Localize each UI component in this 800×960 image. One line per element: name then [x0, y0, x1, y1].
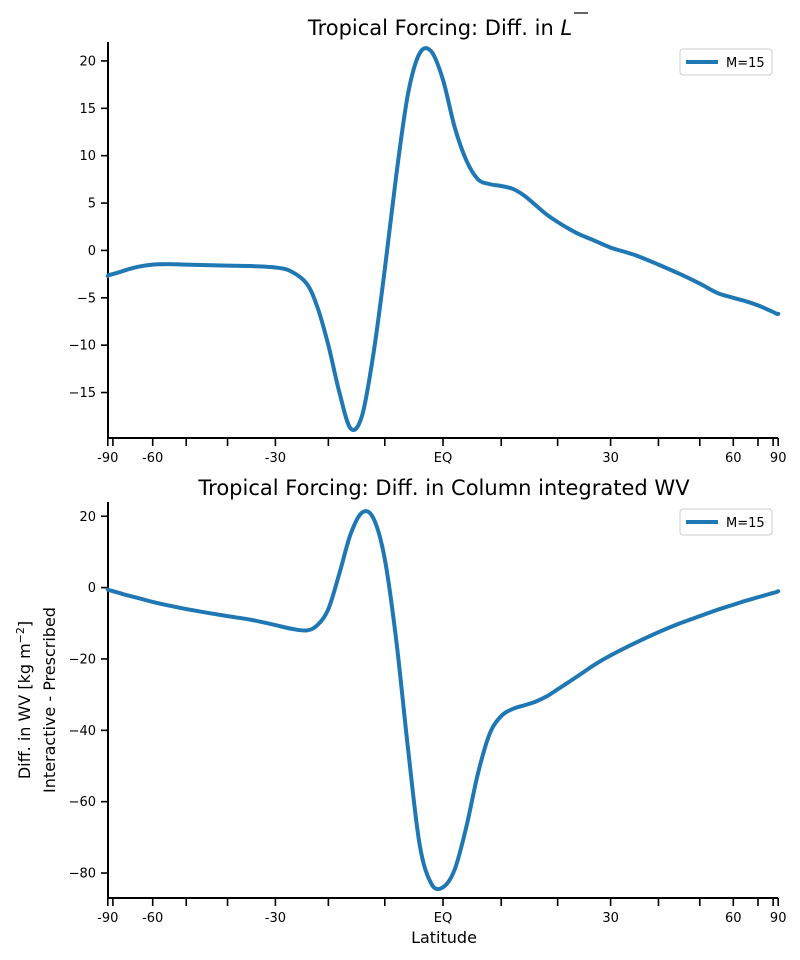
y-tick-label: −15 — [69, 386, 96, 401]
x-tick-label: 90 — [770, 911, 787, 926]
x-tick-label: 60 — [725, 451, 742, 466]
series-line-M=15 — [105, 46, 781, 432]
panel-top: Tropical Forcing: Diff. in L −15 −10 −5 0 5 1… — [69, 12, 787, 466]
legend-box — [679, 508, 773, 536]
legend-label: M=15 — [726, 56, 765, 71]
x-axis-label: Latitude — [411, 928, 477, 947]
y-tick-label: 20 — [79, 510, 96, 525]
x-tick-label: -30 — [265, 911, 286, 926]
svg-text:Diff. in WV [kg m−2]: Diff. in WV [kg m−2] — [14, 621, 35, 779]
x-tick-label: EQ — [434, 451, 452, 466]
y-tick-label: 5 — [88, 197, 96, 212]
x-tick-label: 30 — [602, 451, 619, 466]
y-tick-label: −5 — [77, 291, 96, 306]
y-tick-label: 10 — [79, 149, 96, 164]
panel-bottom: Tropical Forcing: Diff. in Column integr… — [14, 476, 787, 947]
x-tick-label: -60 — [142, 451, 163, 466]
y-tick-label: −10 — [69, 339, 96, 354]
y-tick-label: −20 — [69, 652, 96, 667]
x-tick-label: -90 — [97, 911, 118, 926]
y-tick-label: 20 — [79, 54, 96, 69]
y-tick-label: 15 — [79, 102, 96, 117]
y-tick-label: 0 — [88, 244, 96, 259]
y-tick-label: 0 — [88, 581, 96, 596]
series-line-M=15 — [105, 509, 781, 892]
legend-label: M=15 — [726, 516, 765, 531]
x-tick-label: -30 — [265, 451, 286, 466]
y-axis-label: Diff. in WV [kg m−2] Interactive - Presc… — [14, 607, 60, 793]
x-tick-label: EQ — [434, 911, 452, 926]
x-tick-label: 90 — [770, 451, 787, 466]
chart-title: Tropical Forcing: Diff. in L — [307, 16, 572, 40]
y-tick-label: −40 — [69, 724, 96, 739]
x-tick-label: 30 — [602, 911, 619, 926]
y-tick-label: −60 — [69, 795, 96, 810]
legend-box — [679, 48, 773, 76]
svg-text:Interactive - Prescribed: Interactive - Prescribed — [40, 607, 59, 793]
y-tick-label: −80 — [69, 867, 96, 882]
x-tick-label: 60 — [725, 911, 742, 926]
x-tick-label: -60 — [142, 911, 163, 926]
title-symbol: L — [560, 16, 572, 40]
x-tick-label: -90 — [97, 451, 118, 466]
chart-title: Tropical Forcing: Diff. in Column integr… — [197, 476, 690, 500]
